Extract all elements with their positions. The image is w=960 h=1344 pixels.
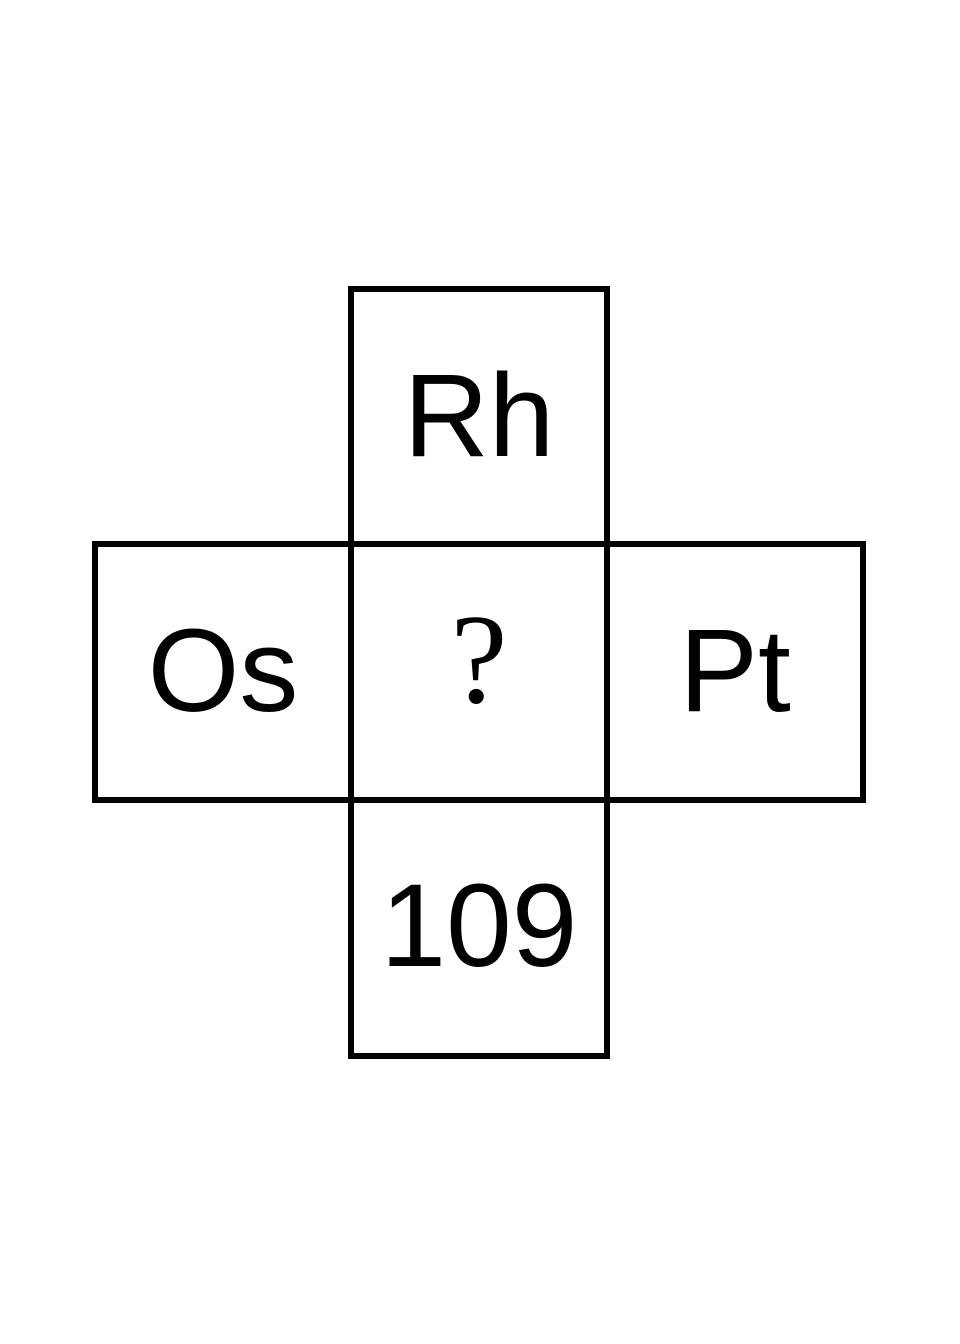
bottom-cell-label: 109 <box>380 860 578 992</box>
left-cell: Os <box>92 541 354 803</box>
left-cell-label: Os <box>147 605 299 737</box>
top-cell-label: Rh <box>403 350 555 482</box>
center-cell-question-mark: ? <box>450 588 508 730</box>
top-cell: Rh <box>348 286 610 548</box>
center-cell: ? <box>348 541 610 803</box>
bottom-cell: 109 <box>348 797 610 1059</box>
right-cell: Pt <box>604 541 866 803</box>
right-cell-label: Pt <box>679 605 791 737</box>
